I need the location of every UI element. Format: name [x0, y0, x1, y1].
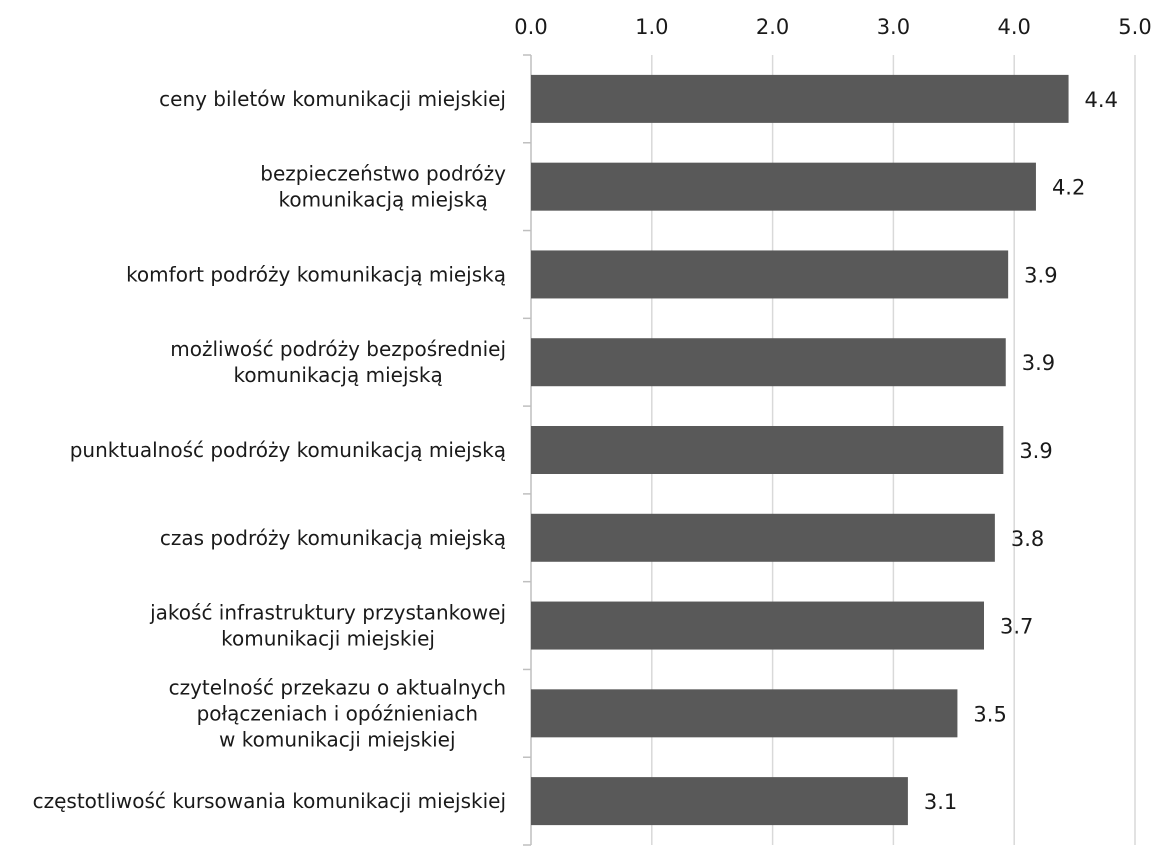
- bars: [531, 74, 1069, 826]
- data-label: 3.8: [1011, 527, 1044, 551]
- bar: [531, 338, 1006, 387]
- data-label: 3.9: [1024, 263, 1057, 287]
- value-axis-ticks: 0.0 1.0 2.0 3.0 4.0 5.0: [514, 15, 1151, 39]
- category-label: czytelność przekazu o aktualnych połączen…: [169, 675, 506, 751]
- data-label: 3.9: [1019, 439, 1052, 463]
- category-label: czas podróży komunikacją miejską: [160, 526, 506, 550]
- bar: [531, 601, 984, 650]
- bar: [531, 513, 995, 562]
- category-label: punktualność podróży komunikacją miejską: [70, 438, 506, 462]
- category-label: ceny biletów komunikacji miejskiej: [159, 87, 506, 111]
- data-label: 3.1: [924, 790, 957, 814]
- tick-label: 3.0: [877, 15, 910, 39]
- tick-label: 4.0: [997, 15, 1030, 39]
- bar: [531, 162, 1036, 211]
- data-label: 4.2: [1052, 176, 1085, 200]
- data-label: 4.4: [1085, 88, 1118, 112]
- bar: [531, 689, 958, 738]
- bar: [531, 426, 1004, 474]
- data-label: 3.5: [973, 702, 1006, 726]
- category-axis: [523, 54, 532, 846]
- tick-label: 2.0: [756, 15, 789, 39]
- tick-label: 1.0: [635, 15, 668, 39]
- category-label: bezpieczeństwo podróży komunikacją miejsk…: [260, 162, 506, 212]
- bar: [531, 777, 908, 826]
- category-label: komfort podróży komunikacją miejską: [126, 262, 506, 286]
- category-label: jakość infrastruktury przystankowej komun…: [149, 601, 506, 651]
- category-label: częstotliwość kursowania komunikacji mie…: [33, 789, 506, 813]
- bar: [531, 250, 1009, 299]
- tick-label: 5.0: [1118, 15, 1151, 39]
- category-labels: ceny biletów komunikacji miejskiej bezpie…: [33, 87, 507, 813]
- data-labels: 4.4 4.2 3.9 3.9 3.9 3.8 3.7 3.5 3.1: [924, 88, 1118, 814]
- data-label: 3.9: [1022, 351, 1055, 375]
- tick-label: 0.0: [514, 15, 547, 39]
- bar: [531, 74, 1069, 123]
- category-label: możliwość podróży bezpośredniej komunikac…: [170, 337, 506, 387]
- data-label: 3.7: [1000, 615, 1033, 639]
